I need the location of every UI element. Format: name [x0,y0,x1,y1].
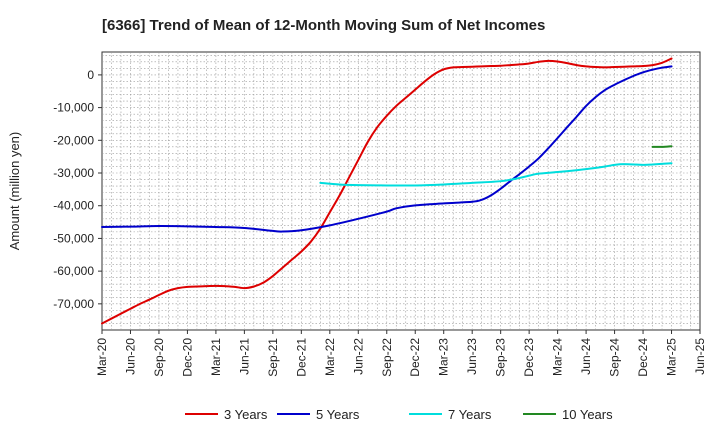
x-tick-label: Jun-23 [465,338,479,375]
x-tick-label: Dec-21 [294,338,308,377]
series-line-3-years [101,57,673,325]
x-tick-label: Mar-21 [209,338,223,376]
legend-label: 3 Years [224,407,268,422]
series-line-5-years [101,65,673,233]
legend-item-5-years: 5 Years [277,407,360,422]
x-tick-label: Mar-25 [665,338,679,376]
series-line-10-years [651,145,673,148]
x-tick-label: Jun-25 [693,338,707,375]
x-tick-label: Jun-24 [579,338,593,375]
x-tick-label: Sep-22 [380,338,394,377]
x-tick-label: Mar-24 [551,338,565,376]
y-tick-label: -60,000 [53,264,94,278]
x-tick-label: Mar-20 [95,338,109,376]
plot-frame [101,51,701,331]
series-line-7-years [319,162,673,187]
x-tick-label: Sep-24 [608,338,622,377]
chart-title: [6366] Trend of Mean of 12-Month Moving … [102,17,545,34]
legend-label: 7 Years [448,407,492,422]
x-tick-label: Dec-23 [522,338,536,377]
legend-label: 5 Years [316,407,360,422]
x-tick-label: Sep-21 [266,338,280,377]
y-tick-label: -50,000 [53,231,94,245]
legend-item-10-years: 10 Years [523,407,613,422]
legend-item-7-years: 7 Years [409,407,492,422]
x-tick-label: Sep-20 [152,338,166,377]
y-tick-label: -70,000 [53,297,94,311]
x-tick-label: Jun-20 [123,338,137,375]
legend: 3 Years 5 Years 7 Years 10 Years [185,407,613,422]
plot-area [101,51,701,331]
legend-label: 10 Years [562,407,613,422]
y-axis-label: Amount (million yen) [7,132,22,251]
x-axis: Mar-20 Jun-20 Sep-20 Dec-20 Mar-21 Jun-21 Sep-… [95,330,707,377]
y-tick-label: -10,000 [53,101,94,115]
y-tick-label: -40,000 [53,199,94,213]
series-lines [101,57,673,325]
x-tick-label: Mar-22 [323,338,337,376]
y-axis: 0 -10,000 -20,000 -30,000 -40,000 -50,000 -60,… [53,68,102,311]
x-tick-label: Dec-22 [408,338,422,377]
y-tick-label: -30,000 [53,166,94,180]
y-tick-label: 0 [87,68,94,82]
legend-item-3-years: 3 Years [185,407,268,422]
x-tick-label: Jun-22 [351,338,365,375]
x-tick-label: Dec-24 [636,338,650,377]
x-tick-label: Jun-21 [237,338,251,375]
x-tick-label: Mar-23 [437,338,451,376]
x-tick-label: Sep-23 [494,338,508,377]
x-tick-label: Dec-20 [180,338,194,377]
y-tick-label: -20,000 [53,133,94,147]
